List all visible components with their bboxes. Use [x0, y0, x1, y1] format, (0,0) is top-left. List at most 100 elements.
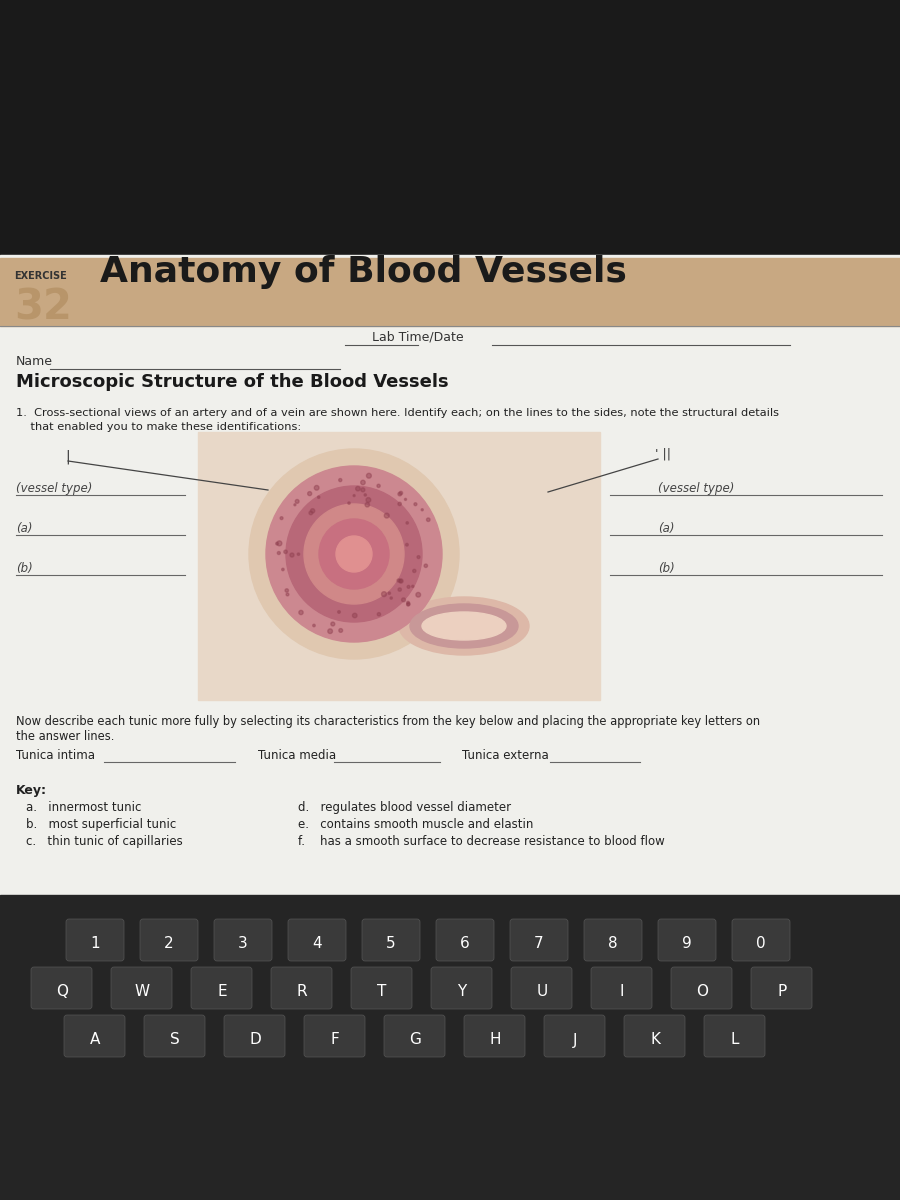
Circle shape: [308, 492, 311, 496]
Text: U: U: [536, 984, 547, 1000]
Circle shape: [401, 598, 406, 601]
Circle shape: [294, 504, 296, 505]
Ellipse shape: [422, 612, 506, 640]
Text: 5: 5: [386, 936, 396, 952]
FancyBboxPatch shape: [111, 967, 172, 1009]
FancyBboxPatch shape: [31, 967, 92, 1009]
Circle shape: [364, 493, 366, 496]
Circle shape: [295, 499, 299, 503]
Circle shape: [398, 503, 401, 505]
Text: F: F: [330, 1032, 339, 1048]
Text: 1.  Cross-sectional views of an artery and of a vein are shown here. Identify ea: 1. Cross-sectional views of an artery an…: [16, 408, 779, 418]
Circle shape: [421, 509, 423, 511]
Circle shape: [398, 492, 401, 496]
FancyBboxPatch shape: [464, 1015, 525, 1057]
Text: 8: 8: [608, 936, 617, 952]
Text: Anatomy of Blood Vessels: Anatomy of Blood Vessels: [100, 254, 627, 289]
Circle shape: [414, 503, 417, 505]
Circle shape: [347, 502, 350, 504]
Text: T: T: [377, 984, 387, 1000]
Text: A: A: [90, 1032, 100, 1048]
Text: L: L: [731, 1032, 739, 1048]
Bar: [0, 254, 900, 914]
FancyBboxPatch shape: [66, 919, 124, 961]
FancyBboxPatch shape: [704, 1015, 765, 1057]
Circle shape: [297, 553, 300, 556]
Circle shape: [366, 498, 371, 503]
FancyBboxPatch shape: [658, 919, 716, 961]
Circle shape: [309, 511, 312, 515]
Circle shape: [407, 601, 410, 604]
Circle shape: [338, 611, 340, 613]
Text: 2: 2: [164, 936, 174, 952]
Text: b.   most superficial tunic: b. most superficial tunic: [26, 818, 176, 830]
FancyBboxPatch shape: [362, 919, 420, 961]
Circle shape: [353, 613, 357, 618]
Circle shape: [331, 622, 335, 626]
Circle shape: [328, 629, 332, 634]
Ellipse shape: [410, 604, 518, 648]
Text: O: O: [696, 984, 708, 1000]
Circle shape: [312, 624, 315, 626]
Text: a.   innermost tunic: a. innermost tunic: [26, 802, 141, 814]
Circle shape: [336, 536, 372, 572]
Text: Y: Y: [457, 984, 466, 1000]
Circle shape: [338, 629, 343, 632]
Text: I: I: [620, 984, 625, 1000]
Circle shape: [377, 612, 381, 616]
Circle shape: [356, 486, 360, 491]
Circle shape: [290, 553, 294, 557]
FancyBboxPatch shape: [624, 1015, 685, 1057]
FancyBboxPatch shape: [511, 967, 572, 1009]
FancyBboxPatch shape: [732, 919, 790, 961]
Text: J: J: [572, 1032, 577, 1048]
Circle shape: [397, 578, 400, 582]
Circle shape: [284, 550, 287, 553]
Text: ' ||: ' ||: [655, 448, 671, 461]
Text: R: R: [297, 984, 307, 1000]
FancyBboxPatch shape: [288, 919, 346, 961]
Bar: [0, 258, 900, 326]
Text: f.    has a smooth surface to decrease resistance to blood flow: f. has a smooth surface to decrease resi…: [298, 835, 665, 848]
FancyBboxPatch shape: [214, 919, 272, 961]
Circle shape: [275, 542, 278, 545]
Circle shape: [406, 522, 409, 524]
Circle shape: [365, 503, 370, 506]
Text: EXERCISE: EXERCISE: [14, 271, 67, 281]
Circle shape: [427, 518, 430, 522]
Text: Microscopic Structure of the Blood Vessels: Microscopic Structure of the Blood Vesse…: [16, 373, 448, 391]
Circle shape: [266, 466, 442, 642]
Circle shape: [382, 592, 386, 596]
Text: d.   regulates blood vessel diameter: d. regulates blood vessel diameter: [298, 802, 511, 814]
FancyBboxPatch shape: [584, 919, 642, 961]
Text: that enabled you to make these identifications:: that enabled you to make these identific…: [16, 422, 302, 432]
Bar: [0, 0, 900, 290]
Circle shape: [366, 473, 372, 478]
Circle shape: [399, 580, 402, 582]
FancyBboxPatch shape: [436, 919, 494, 961]
FancyBboxPatch shape: [144, 1015, 205, 1057]
Circle shape: [277, 541, 282, 546]
Circle shape: [388, 592, 391, 594]
Text: E: E: [217, 984, 227, 1000]
FancyBboxPatch shape: [140, 919, 198, 961]
Text: 4: 4: [312, 936, 322, 952]
Text: 9: 9: [682, 936, 692, 952]
FancyBboxPatch shape: [384, 1015, 445, 1057]
Text: Tunica media: Tunica media: [258, 749, 336, 762]
Circle shape: [361, 487, 365, 492]
Text: Tunica externa: Tunica externa: [462, 749, 549, 762]
Text: 32: 32: [14, 287, 72, 329]
Circle shape: [282, 569, 284, 571]
Text: P: P: [778, 984, 787, 1000]
Text: 0: 0: [756, 936, 766, 952]
Text: 6: 6: [460, 936, 470, 952]
Circle shape: [406, 544, 409, 546]
Text: Name: Name: [16, 355, 53, 368]
Circle shape: [411, 586, 414, 588]
Text: 3: 3: [238, 936, 248, 952]
Bar: [198, 432, 600, 700]
FancyBboxPatch shape: [431, 967, 492, 1009]
Text: K: K: [650, 1032, 660, 1048]
Circle shape: [285, 589, 289, 592]
